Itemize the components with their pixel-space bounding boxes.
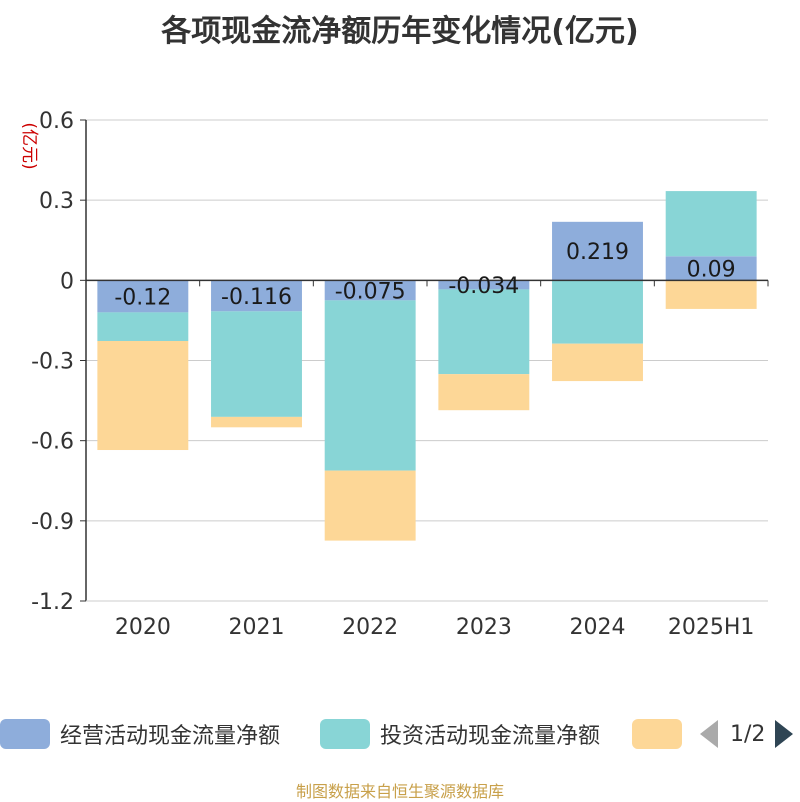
bar-2023-series-1 bbox=[438, 289, 530, 375]
y-tick-label: 0 bbox=[60, 269, 74, 294]
y-tick-label: -0.6 bbox=[31, 430, 74, 455]
bar-2022-series-1 bbox=[324, 300, 416, 471]
legend-label: 投资活动现金流量净额 bbox=[380, 724, 601, 749]
x-tick-label: 2024 bbox=[570, 615, 626, 640]
data-label: -0.075 bbox=[335, 279, 406, 304]
pager-prev-arrow-icon[interactable] bbox=[700, 720, 718, 748]
x-tick-label: 2021 bbox=[229, 615, 285, 640]
bar-series bbox=[97, 191, 757, 541]
y-tick-label: -0.9 bbox=[31, 510, 74, 535]
data-label: -0.034 bbox=[448, 274, 519, 299]
stacked-bar-chart: 0.6 0.3 0 -0.3 -0.6 -0.9 -1.2 2020 2021 2022 2023 2… bbox=[19, 109, 769, 640]
bar-2020-series-1 bbox=[97, 312, 189, 341]
y-tick-label: -0.3 bbox=[31, 350, 74, 375]
x-tick-label: 2022 bbox=[342, 615, 398, 640]
bar-2024-series-2 bbox=[552, 343, 643, 382]
bar-2024-series-0 bbox=[552, 221, 643, 281]
bar-2025H1-series-2 bbox=[665, 280, 757, 309]
data-label: 0.219 bbox=[566, 240, 629, 265]
bar-2020-series-2 bbox=[97, 340, 189, 451]
bar-2023-series-2 bbox=[438, 374, 530, 411]
x-tick-label: 2023 bbox=[456, 615, 512, 640]
data-label: -0.116 bbox=[221, 285, 292, 310]
legend-item-third-series[interactable] bbox=[632, 716, 682, 752]
legend-pager: 1/2 bbox=[700, 716, 794, 752]
legend-label: 经营活动现金流量净额 bbox=[60, 724, 281, 749]
legend-page-indicator: 1/2 bbox=[730, 721, 766, 747]
x-tick-label: 2020 bbox=[115, 615, 171, 640]
y-tick-label: 0.6 bbox=[39, 109, 74, 134]
axes: 0.6 0.3 0 -0.3 -0.6 -0.9 -1.2 2020 2021 2022 2023 2… bbox=[31, 109, 769, 640]
bar-2022-series-0 bbox=[324, 280, 416, 301]
legend-swatch bbox=[632, 719, 682, 749]
bar-2025H1-series-1 bbox=[665, 191, 757, 257]
bar-2022-series-2 bbox=[324, 470, 416, 541]
y-axis-unit-label: (亿元) bbox=[19, 122, 39, 169]
legend-swatch bbox=[320, 719, 370, 749]
bar-2025H1-series-0 bbox=[665, 256, 757, 281]
data-label: 0.09 bbox=[687, 257, 736, 282]
y-tick-label: 0.3 bbox=[39, 189, 74, 214]
legend-swatch bbox=[0, 719, 50, 749]
bar-2024-series-1 bbox=[552, 280, 643, 344]
legend: 经营活动现金流量净额 投资活动现金流量净额 1/2 bbox=[0, 716, 800, 752]
data-source-note: 制图数据来自恒生聚源数据库 bbox=[295, 782, 504, 801]
legend-item-operating[interactable]: 经营活动现金流量净额 bbox=[0, 716, 280, 752]
data-label: -0.12 bbox=[114, 285, 171, 310]
chart-title: 各项现金流净额历年变化情况(亿元) bbox=[161, 14, 639, 49]
x-tick-label: 2025H1 bbox=[668, 615, 755, 640]
legend-item-investing[interactable]: 投资活动现金流量净额 bbox=[320, 716, 600, 752]
bar-2021-series-0 bbox=[211, 280, 302, 312]
y-tick-label: -1.2 bbox=[31, 590, 74, 615]
bar-2023-series-0 bbox=[438, 280, 530, 290]
data-labels: -0.12 -0.116 -0.075 -0.034 0.219 0.09 bbox=[114, 240, 735, 310]
bar-2021-series-2 bbox=[211, 416, 302, 428]
pager-next-arrow-icon[interactable] bbox=[775, 720, 794, 748]
bar-2021-series-1 bbox=[211, 311, 302, 417]
bar-2020-series-0 bbox=[97, 280, 189, 313]
